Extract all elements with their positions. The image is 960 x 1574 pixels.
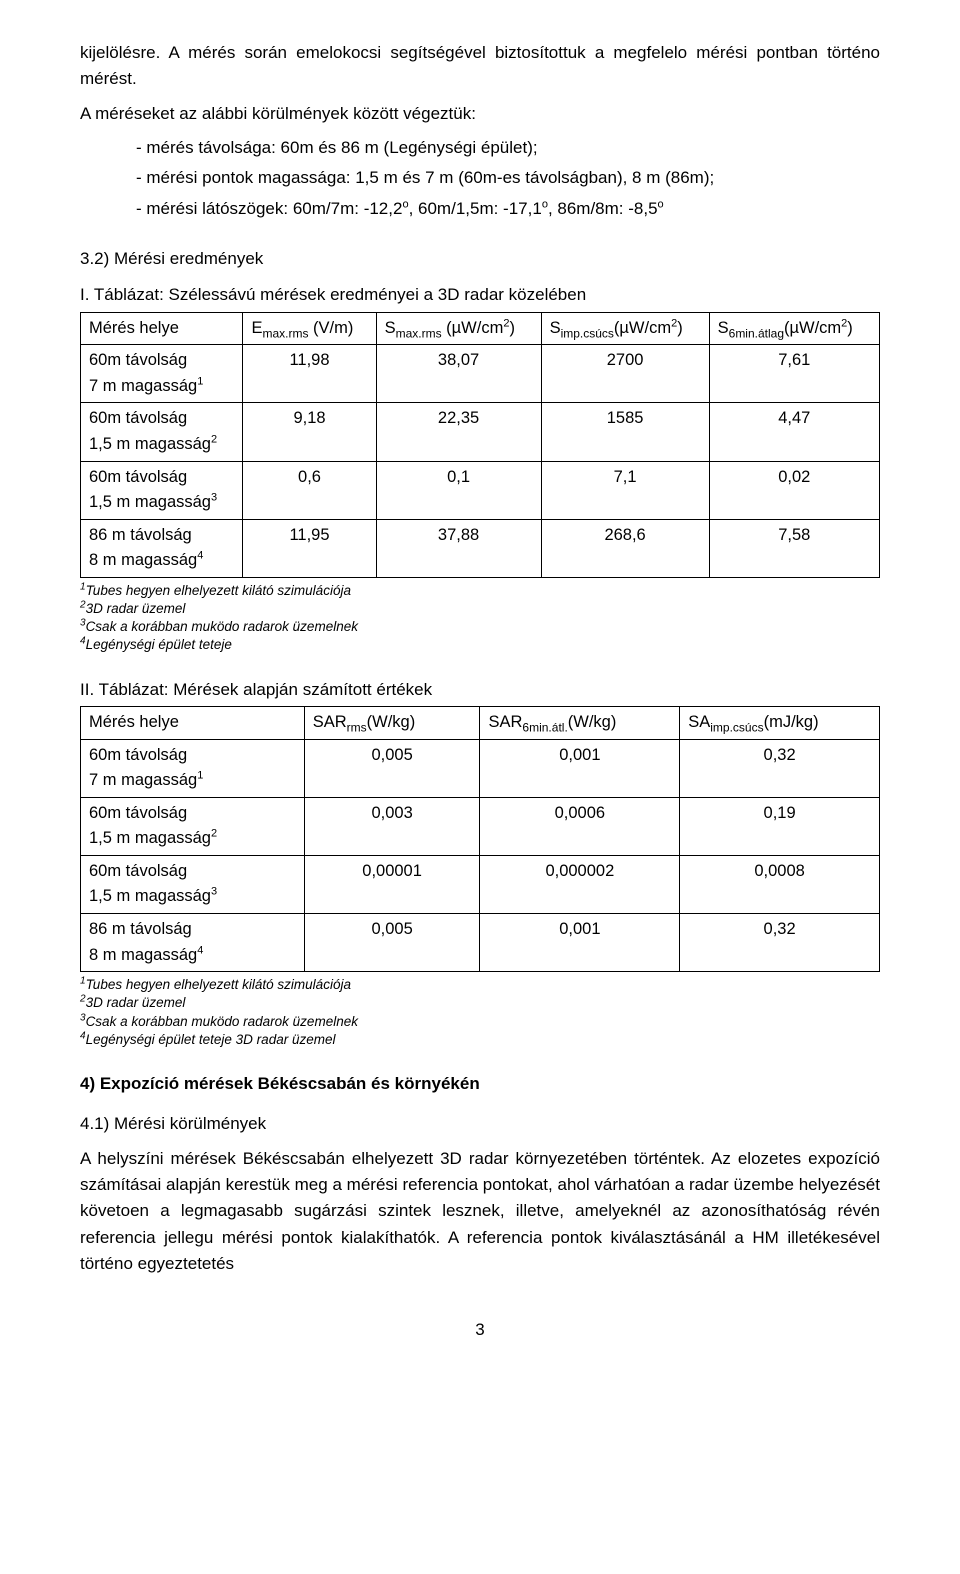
t2r1c3: 0,001 <box>480 739 680 797</box>
t2-h1: Mérés helye <box>81 707 305 740</box>
table1-row-2: 60m távolság1,5 m magasság2 9,18 22,35 1… <box>81 403 880 461</box>
t2r3c1: 60m távolság1,5 m magasság3 <box>81 855 305 913</box>
t2r4c3: 0,001 <box>480 913 680 971</box>
t1r1c1: 60m távolság7 m magasság1 <box>81 345 243 403</box>
table-2: Mérés helye SARrms(W/kg) SAR6min.átl.(W/… <box>80 706 880 972</box>
t1r4c5: 7,58 <box>709 519 879 577</box>
fn1-4: Legénységi épület teteje <box>86 637 232 652</box>
table2-row-1: 60m távolság7 m magasság1 0,005 0,001 0,… <box>81 739 880 797</box>
table1-caption: I. Táblázat: Szélessávú mérések eredmény… <box>80 282 880 308</box>
t1r2c2: 9,18 <box>243 403 376 461</box>
t1r2c1: 60m távolság1,5 m magasság2 <box>81 403 243 461</box>
section-4-heading: 4) Expozíció mérések Békéscsabán és körn… <box>80 1071 880 1097</box>
t2-h3: SAR6min.átl.(W/kg) <box>480 707 680 740</box>
t2r1c4: 0,32 <box>680 739 880 797</box>
t1r2c4: 1585 <box>541 403 709 461</box>
table2-header-row: Mérés helye SARrms(W/kg) SAR6min.átl.(W/… <box>81 707 880 740</box>
t2r4c1: 86 m távolság8 m magasság4 <box>81 913 305 971</box>
t2r4c2: 0,005 <box>304 913 480 971</box>
t2r4c4: 0,32 <box>680 913 880 971</box>
t1r3c4: 7,1 <box>541 461 709 519</box>
t2-h2: SARrms(W/kg) <box>304 707 480 740</box>
t2r2c1: 60m távolság1,5 m magasság2 <box>81 797 305 855</box>
t1r1c5: 7,61 <box>709 345 879 403</box>
table2-row-4: 86 m távolság8 m magasság4 0,005 0,001 0… <box>81 913 880 971</box>
t2r3c2: 0,00001 <box>304 855 480 913</box>
table1-header-row: Mérés helye Emax.rms (V/m) Smax.rms (µW/… <box>81 312 880 345</box>
table2-footnotes: 1Tubes hegyen elhelyezett kilátó szimulá… <box>80 976 880 1049</box>
t1r1c4: 2700 <box>541 345 709 403</box>
li3-part2: , 60m/1,5m: -17,1 <box>409 199 542 218</box>
fn2-3: Csak a korábban muködo radarok üzemelnek <box>86 1014 358 1029</box>
conditions-list: - mérés távolsága: 60m és 86 m (Legénysé… <box>80 135 880 222</box>
t1r4c3: 37,88 <box>376 519 541 577</box>
t2r2c2: 0,003 <box>304 797 480 855</box>
t1r3c2: 0,6 <box>243 461 376 519</box>
t1r4c2: 11,95 <box>243 519 376 577</box>
list-item-1: - mérés távolsága: 60m és 86 m (Legénysé… <box>136 135 880 161</box>
t1r1c2: 11,98 <box>243 345 376 403</box>
section-4-1-paragraph: A helyszíni mérések Békéscsabán elhelyez… <box>80 1146 880 1278</box>
table2-row-2: 60m távolság1,5 m magasság2 0,003 0,0006… <box>81 797 880 855</box>
page-number: 3 <box>80 1317 880 1343</box>
list-item-2: - mérési pontok magassága: 1,5 m és 7 m … <box>136 165 880 191</box>
table1-row-1: 60m távolság7 m magasság1 11,98 38,07 27… <box>81 345 880 403</box>
t2r3c4: 0,0008 <box>680 855 880 913</box>
t1r1c3: 38,07 <box>376 345 541 403</box>
t1r2c5: 4,47 <box>709 403 879 461</box>
intro-paragraph-1: kijelölésre. A mérés során emelokocsi se… <box>80 40 880 93</box>
fn1-1: Tubes hegyen elhelyezett kilátó szimulác… <box>86 583 351 598</box>
t1r2c3: 22,35 <box>376 403 541 461</box>
t1-h3: Smax.rms (µW/cm2) <box>376 312 541 345</box>
t1r4c4: 268,6 <box>541 519 709 577</box>
section-3-2-title: 3.2) Mérési eredmények <box>80 246 880 272</box>
fn2-1: Tubes hegyen elhelyezett kilátó szimulác… <box>86 977 351 992</box>
t2-h4: SAimp.csúcs(mJ/kg) <box>680 707 880 740</box>
section-4-1-sub: 4.1) Mérési körülmények <box>80 1111 880 1137</box>
intro-paragraph-2: A méréseket az alábbi körülmények között… <box>80 101 880 127</box>
table1-footnotes: 1Tubes hegyen elhelyezett kilátó szimulá… <box>80 582 880 655</box>
table1-row-4: 86 m távolság8 m magasság4 11,95 37,88 2… <box>81 519 880 577</box>
t1-h1: Mérés helye <box>81 312 243 345</box>
li3-part1: - mérési látószögek: 60m/7m: -12,2 <box>136 199 402 218</box>
fn2-4: Legénységi épület teteje 3D radar üzemel <box>86 1032 336 1047</box>
t2r2c3: 0,0006 <box>480 797 680 855</box>
list-item-3: - mérési látószögek: 60m/7m: -12,2o, 60m… <box>136 196 880 222</box>
t2r3c3: 0,000002 <box>480 855 680 913</box>
fn1-3: Csak a korábban muködo radarok üzemelnek <box>86 619 358 634</box>
t2r1c1: 60m távolság7 m magasság1 <box>81 739 305 797</box>
t1r3c3: 0,1 <box>376 461 541 519</box>
li3-part3: , 86m/8m: -8,5 <box>548 199 658 218</box>
t1r4c1: 86 m távolság8 m magasság4 <box>81 519 243 577</box>
table2-row-3: 60m távolság1,5 m magasság3 0,00001 0,00… <box>81 855 880 913</box>
fn1-2: 3D radar üzemel <box>86 601 186 616</box>
t1-h4: Simp.csúcs(µW/cm2) <box>541 312 709 345</box>
t1r3c1: 60m távolság1,5 m magasság3 <box>81 461 243 519</box>
t2r1c2: 0,005 <box>304 739 480 797</box>
table2-caption: II. Táblázat: Mérések alapján számított … <box>80 677 880 703</box>
t1-h2: Emax.rms (V/m) <box>243 312 376 345</box>
fn2-2: 3D radar üzemel <box>86 995 186 1010</box>
t2r2c4: 0,19 <box>680 797 880 855</box>
table-1: Mérés helye Emax.rms (V/m) Smax.rms (µW/… <box>80 312 880 578</box>
t1-h5: S6min.átlag(µW/cm2) <box>709 312 879 345</box>
t1r3c5: 0,02 <box>709 461 879 519</box>
table1-row-3: 60m távolság1,5 m magasság3 0,6 0,1 7,1 … <box>81 461 880 519</box>
